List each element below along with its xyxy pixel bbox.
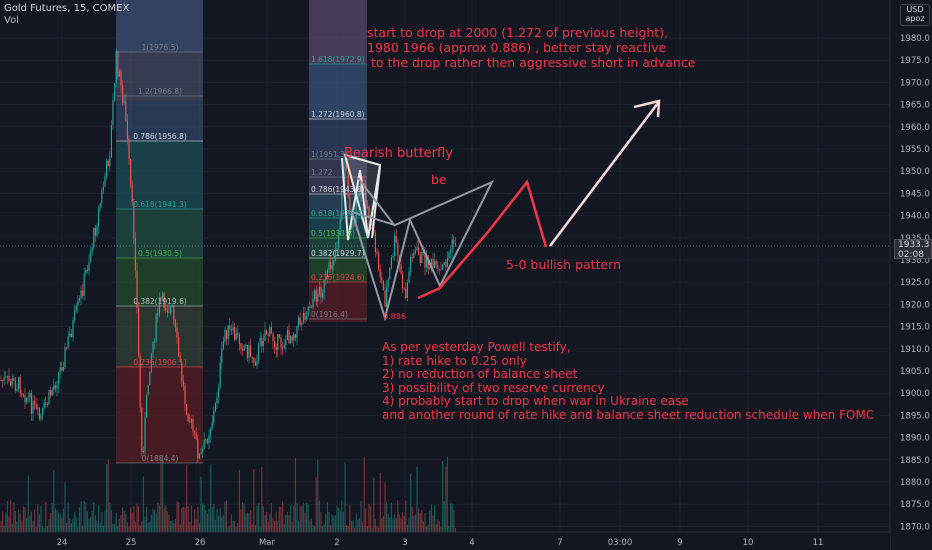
time-tick-label: 25 <box>126 538 137 548</box>
price-tick-label: 1965.0 <box>900 101 930 111</box>
price-tick-label: 1955.0 <box>900 145 930 155</box>
price-tick-label: 1915.0 <box>900 323 930 333</box>
price-tick-label: 1900.0 <box>900 389 930 399</box>
price-tick-label: 1890.0 <box>900 434 930 444</box>
price-tick-label: 1950.0 <box>900 167 930 177</box>
price-tick-label: 1910.0 <box>900 345 930 355</box>
time-tick-label: 03:00 <box>608 538 633 548</box>
fib-right-label: 1.618(1972.9) <box>311 55 365 64</box>
fib-right-label: 0.618(1938.0) <box>311 209 365 218</box>
fib-left-label: 0.618(1941.3) <box>133 200 187 209</box>
currency-button[interactable]: USD apoz <box>900 4 930 26</box>
fib-left-label: 1(1976.5) <box>142 43 179 52</box>
price-tick-label: 1880.0 <box>900 478 930 488</box>
last-price-tag: 1933.3 02:08 <box>894 239 932 260</box>
price-tick-label: 1940.0 <box>900 212 930 222</box>
time-tick-label: 7 <box>557 538 562 548</box>
time-tick-label: 2 <box>334 538 339 548</box>
price-tick-label: 1870.0 <box>900 522 930 532</box>
label-bullish-pattern[interactable]: 5-0 bullish pattern <box>506 257 622 272</box>
time-axis[interactable]: 24 25 26 Mar 2 3 4 7 03:00 9 10 11 <box>0 531 890 550</box>
fib-right-label: 0.786(1943.8) <box>311 185 365 194</box>
price-tick-label: 1895.0 <box>900 411 930 421</box>
price-tick-label: 1905.0 <box>900 367 930 377</box>
volume-bars <box>0 456 456 532</box>
price-tick-label: 1920.0 <box>900 300 930 310</box>
fib-left-label: 0.786(1956.8) <box>133 132 187 141</box>
fib-left-label: 0(1884.4) <box>142 454 179 463</box>
time-tick-label: 10 <box>743 538 754 548</box>
fib-right-label: 0.382(1929.7) <box>311 249 365 258</box>
symbol-title[interactable]: Gold Futures, 15, COMEX <box>4 3 130 14</box>
fib-right-label: 0.236(1924.6) <box>311 273 365 282</box>
price-tick-label: 1970.0 <box>900 78 930 88</box>
time-tick-label: 4 <box>469 538 474 548</box>
volume-legend[interactable]: Vol <box>4 15 19 26</box>
fib-retracement-left[interactable] <box>116 0 203 463</box>
price-tick-label: 1875.0 <box>900 500 930 510</box>
price-tick-label: 1980.0 <box>900 34 930 44</box>
time-tick-label: Mar <box>259 538 276 548</box>
projection-red-start <box>417 287 439 300</box>
countdown-value: 02:08 <box>898 250 924 260</box>
projection-red-path[interactable] <box>437 179 548 291</box>
fib-left-label: 0.236(1906.1) <box>133 358 187 367</box>
fib-right-label: 1(1951.3) <box>311 150 348 159</box>
currency-label: USD <box>906 5 924 14</box>
price-axis[interactable]: 1980.0 1975.0 1970.0 1965.0 1960.0 1955.0 1950… <box>889 0 932 550</box>
label-be[interactable]: be <box>431 172 447 187</box>
price-tick-label: 1975.0 <box>900 56 930 66</box>
label-bearish-butterfly[interactable]: Bearish butterfly <box>344 146 453 161</box>
note-powell[interactable]: As per yesterday Powell testify, 1) rate… <box>382 340 875 422</box>
fib-right-label: 1.272(1960.8) <box>311 110 365 119</box>
last-price-value: 1933.3 <box>898 240 930 250</box>
fib-right-label: 1.272 <box>311 168 333 177</box>
time-tick-label: 24 <box>57 538 68 548</box>
candlesticks[interactable] <box>0 49 456 463</box>
label-0886: 0.886 <box>383 312 406 321</box>
projection-arrow[interactable] <box>549 99 661 247</box>
price-tick-label: 1930.0 <box>900 256 930 266</box>
fib-left-label: 0.382(1919.6) <box>133 297 187 306</box>
user-label: apoz <box>905 14 925 23</box>
price-tick-label: 1960.0 <box>900 123 930 133</box>
time-tick-label: 26 <box>195 538 206 548</box>
fib-left-label: 0.5(1930.5) <box>138 249 182 258</box>
time-tick-label: 3 <box>402 538 407 548</box>
price-tick-label: 1885.0 <box>900 456 930 466</box>
time-tick-label: 11 <box>813 538 824 548</box>
fib-left-label: 1.2(1966.8) <box>138 87 182 96</box>
fib-right-label: 0(1916.4) <box>311 310 348 319</box>
price-tick-label: 1925.0 <box>900 278 930 288</box>
note-top[interactable]: start to drop at 2000 (1.272 of previous… <box>367 25 696 70</box>
price-tick-label: 1945.0 <box>900 189 930 199</box>
price-tick-label: 1935.0 <box>900 234 930 244</box>
fib-right-label: 0.5(1933.8) <box>311 229 355 238</box>
time-tick-label: 9 <box>677 538 682 548</box>
